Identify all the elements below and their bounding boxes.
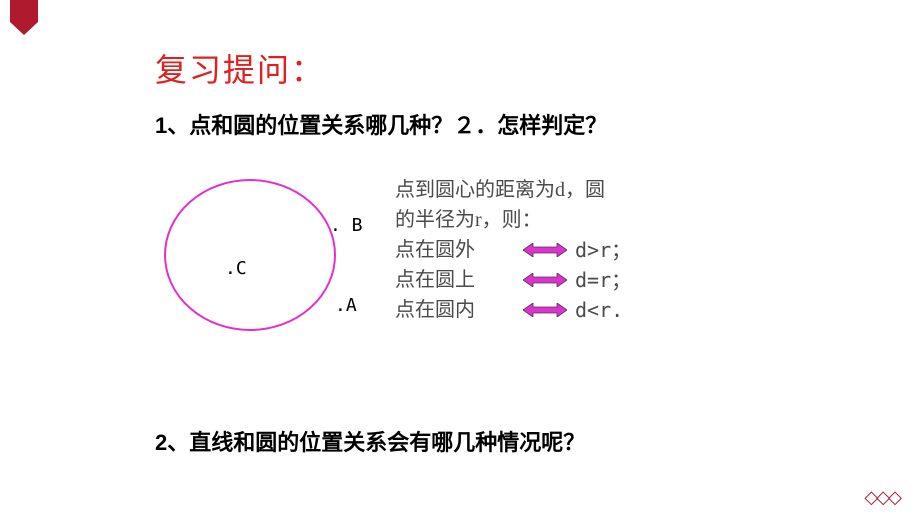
question-2: 2、直线和圆的位置关系会有哪几种情况呢？ <box>155 425 585 457</box>
explanation-block: 点到圆心的距离为d，圆 的半径为r，则： 点在圆外 d>r； 点在圆上 d=r；… <box>395 175 675 325</box>
explain-row: 点在圆外 d>r； <box>395 235 675 265</box>
circle-diagram <box>155 170 355 355</box>
section-title: 复习提问： <box>155 45 325 91</box>
row-label: 点在圆上 <box>395 265 515 295</box>
point-label-C: .C <box>225 258 247 279</box>
double-arrow-icon <box>515 273 575 287</box>
row-condition: d>r； <box>575 235 675 265</box>
explain-intro-1: 点到圆心的距离为d，圆 <box>395 175 675 205</box>
explain-row: 点在圆内 d<r. <box>395 295 675 325</box>
double-arrow-icon <box>515 243 575 257</box>
explain-row: 点在圆上 d=r； <box>395 265 675 295</box>
point-label-A: .A <box>335 295 357 316</box>
row-label: 点在圆内 <box>395 295 515 325</box>
corner-decoration: ◇◇◇ <box>864 487 900 508</box>
ribbon-decoration <box>10 0 38 35</box>
row-condition: d<r. <box>575 295 675 325</box>
double-arrow-icon <box>515 303 575 317</box>
row-label: 点在圆外 <box>395 235 515 265</box>
question-1: 1、点和圆的位置关系哪几种？２．怎样判定？ <box>155 108 607 140</box>
point-label-B: . B <box>330 215 363 236</box>
explain-intro-2: 的半径为r，则： <box>395 205 675 235</box>
row-condition: d=r； <box>575 265 675 295</box>
